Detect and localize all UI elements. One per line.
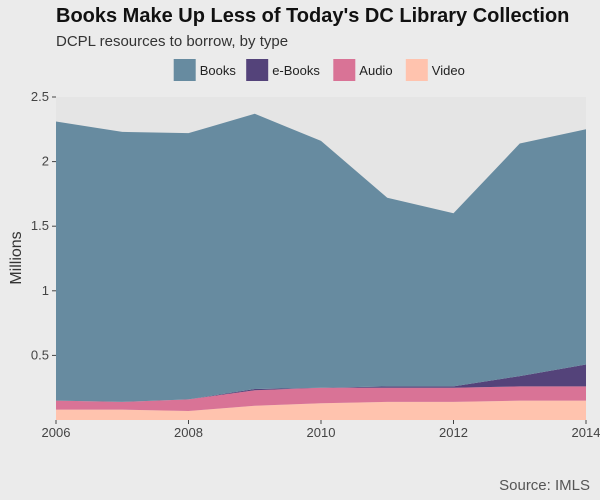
area-series-audio: [56, 386, 586, 411]
legend-label: Books: [200, 63, 237, 78]
chart-title: Books Make Up Less of Today's DC Library…: [56, 5, 570, 27]
legend-item-video: Video: [405, 59, 465, 81]
x-tick-label: 2014: [572, 425, 600, 440]
area-series-video: [56, 400, 586, 420]
y-tick-label: 2: [42, 154, 49, 169]
legend-item-books: Books: [173, 59, 237, 81]
area-series-e-books: [56, 364, 586, 402]
source-note: Source: IMLS: [499, 477, 590, 494]
y-tick-label: 2.5: [31, 89, 49, 104]
x-tick-label: 2012: [439, 425, 468, 440]
legend-item-e-books: e-Books: [246, 59, 320, 81]
legend-swatch: [173, 59, 196, 81]
legend-label: e-Books: [272, 63, 320, 78]
x-tick-label: 2006: [42, 425, 71, 440]
x-tick-label: 2008: [174, 425, 203, 440]
y-axis-title: Millions: [8, 231, 25, 284]
x-tick-label: 2010: [307, 425, 336, 440]
legend-swatch: [333, 59, 356, 81]
legend-label: Video: [432, 63, 465, 78]
area-series-books: [56, 113, 586, 402]
legend-swatch: [246, 59, 269, 81]
chart-subtitle: DCPL resources to borrow, by type: [56, 33, 289, 50]
y-tick-label: 1.5: [31, 218, 49, 233]
legend-label: Audio: [359, 63, 392, 78]
legend-swatch: [405, 59, 428, 81]
legend-item-audio: Audio: [333, 59, 393, 81]
y-tick-label: 0.5: [31, 347, 49, 362]
y-tick-label: 1: [42, 283, 49, 298]
